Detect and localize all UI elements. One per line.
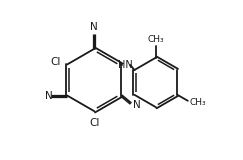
Text: N: N xyxy=(90,22,98,32)
Text: N: N xyxy=(45,91,53,101)
Text: N: N xyxy=(133,100,141,110)
Text: HN: HN xyxy=(118,60,132,70)
Text: CH₃: CH₃ xyxy=(189,98,206,107)
Text: Cl: Cl xyxy=(51,57,61,67)
Text: CH₃: CH₃ xyxy=(148,35,164,44)
Text: Cl: Cl xyxy=(89,118,99,128)
